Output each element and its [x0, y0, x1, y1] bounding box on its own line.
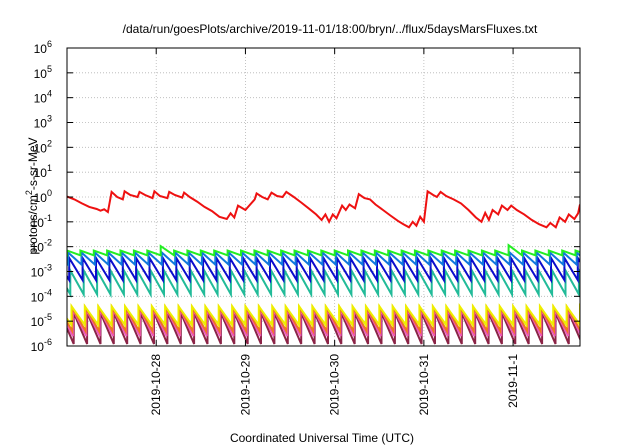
y-tick-label-exponent: 4	[47, 89, 52, 99]
x-tick-label: 2019-11-1	[506, 354, 520, 408]
y-tick-label: 10-2	[31, 238, 52, 255]
y-tick-label-base: 10	[34, 92, 48, 106]
y-tick-label: 10-5	[31, 312, 52, 329]
y-tick-label-exponent: -2	[44, 238, 52, 248]
y-tick-label-base: 10	[31, 290, 45, 304]
y-tick-label-exponent: 2	[47, 138, 52, 148]
y-axis-label-suffix: -s-sr-MeV	[26, 137, 40, 190]
y-tick-label: 10-3	[31, 263, 52, 280]
y-tick-label-exponent: -5	[44, 312, 52, 322]
y-axis-label-prefix: protons/cm	[26, 195, 40, 254]
series-line	[67, 303, 580, 329]
y-tick-label-base: 10	[31, 266, 45, 280]
y-tick-label-base: 10	[34, 42, 48, 56]
y-tick-label: 10-1	[31, 213, 52, 230]
y-tick-label-exponent: -1	[44, 213, 52, 223]
y-tick-label: 104	[34, 89, 52, 106]
x-axis-label: Coordinated Universal Time (UTC)	[230, 431, 414, 445]
x-tick-label: 2019-10-30	[328, 354, 342, 416]
y-tick-label-base: 10	[34, 191, 48, 205]
grid	[67, 48, 580, 346]
series-line	[67, 243, 580, 258]
x-tick-label: 2019-10-31	[417, 354, 431, 416]
series-line	[67, 189, 580, 229]
series-line	[67, 254, 580, 284]
series-line	[67, 266, 580, 299]
y-tick-label: 10-4	[31, 287, 52, 304]
y-tick-label: 103	[34, 114, 52, 131]
series-layer	[67, 189, 580, 345]
y-tick-label: 105	[34, 64, 52, 81]
y-tick-label-base: 10	[34, 67, 48, 81]
y-tick-label-base: 10	[34, 166, 48, 180]
x-tick-label: 2019-10-29	[238, 354, 252, 416]
y-tick-label-exponent: 3	[47, 114, 52, 124]
y-tick-label-base: 10	[31, 340, 45, 354]
y-axis-label-sup: 2	[24, 190, 34, 195]
y-tick-label-base: 10	[34, 117, 48, 131]
x-tick-label: 2019-10-28	[149, 354, 163, 416]
chart-title: /data/run/goesPlots/archive/2019-11-01/1…	[123, 22, 538, 36]
y-tick-label-exponent: -4	[44, 287, 52, 297]
y-tick-label-base: 10	[34, 141, 48, 155]
y-tick-label-exponent: -6	[44, 337, 52, 347]
axis-ticks: 10-610-510-410-310-210-11001011021031041…	[31, 39, 580, 415]
plot-frame	[66, 47, 581, 347]
y-tick-label-exponent: 0	[47, 188, 52, 198]
series-line	[67, 250, 580, 267]
y-tick-label-exponent: -3	[44, 263, 52, 273]
y-tick-label-exponent: 6	[47, 39, 52, 49]
y-tick-label-exponent: 1	[47, 163, 52, 173]
y-tick-label: 106	[34, 39, 52, 56]
y-tick-label: 101	[34, 163, 52, 180]
y-axis-label: protons/cm2-s-sr-MeV	[24, 137, 40, 254]
y-tick-label: 10-6	[31, 337, 52, 354]
y-tick-label-base: 10	[31, 241, 45, 255]
y-tick-label: 102	[34, 138, 52, 155]
y-tick-label-exponent: 5	[47, 64, 52, 74]
y-tick-label: 100	[34, 188, 52, 205]
y-tick-label-base: 10	[31, 216, 45, 230]
y-tick-label-base: 10	[31, 315, 45, 329]
